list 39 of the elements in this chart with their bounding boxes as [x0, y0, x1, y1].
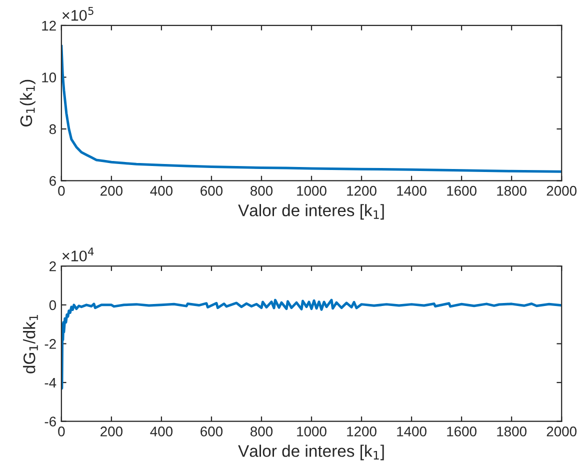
y-tick-label: -2	[44, 339, 56, 349]
y-tick-label: 10	[42, 72, 56, 82]
x-tick-label: 200	[100, 426, 122, 436]
x-tick-label: 400	[150, 186, 173, 196]
y-tick-label: -4	[44, 378, 56, 388]
x-tick-label: 1800	[497, 426, 526, 436]
x-tick-label: 0	[58, 426, 65, 436]
x-tick-label: 0	[58, 186, 65, 196]
x-axis-title: Valor de interes [k$_{1}$]	[238, 444, 384, 460]
y-tick-label: -6	[44, 416, 56, 426]
x-axis-title: Valor de interes [k$_{1}$]	[238, 204, 384, 220]
text: ×10$^{5}$	[62, 6, 94, 21]
y-tick-label: 8	[49, 124, 56, 134]
x-tick-label: 600	[200, 426, 223, 436]
x-tick-label: 600	[200, 186, 223, 196]
x-tick-label: 1200	[347, 426, 376, 436]
x-tick-label: 1600	[447, 426, 476, 436]
line-series	[61, 298, 562, 390]
y-axis-title: dG$_{1}$/dk$_{1}$	[23, 315, 38, 374]
text: ×10$^{4}$	[62, 248, 94, 262]
y-tick-label: 6	[50, 176, 56, 186]
x-tick-label: 1000	[297, 186, 326, 196]
y-tick-label: 12	[42, 20, 56, 30]
x-tick-label: 200	[100, 186, 122, 196]
x-tick-label: 1400	[397, 426, 426, 436]
x-tick-label: 800	[250, 426, 273, 436]
x-tick-label: 2000	[546, 186, 577, 196]
x-tick-label: 800	[250, 186, 273, 196]
y-axis-title: G$_{1}$(k$_{1}$)	[20, 80, 36, 126]
x-tick-label: 400	[150, 426, 173, 436]
x-tick-label: 1800	[497, 186, 526, 196]
x-tick-label: 1000	[297, 426, 326, 436]
line-series	[61, 44, 562, 173]
y-tick-label: 0	[49, 300, 56, 310]
x-tick-label: 1400	[397, 186, 426, 196]
x-tick-label: 2000	[546, 426, 577, 436]
y-tick-label: 2	[50, 261, 56, 272]
x-tick-label: 1600	[447, 186, 476, 196]
x-tick-label: 1200	[347, 186, 376, 196]
